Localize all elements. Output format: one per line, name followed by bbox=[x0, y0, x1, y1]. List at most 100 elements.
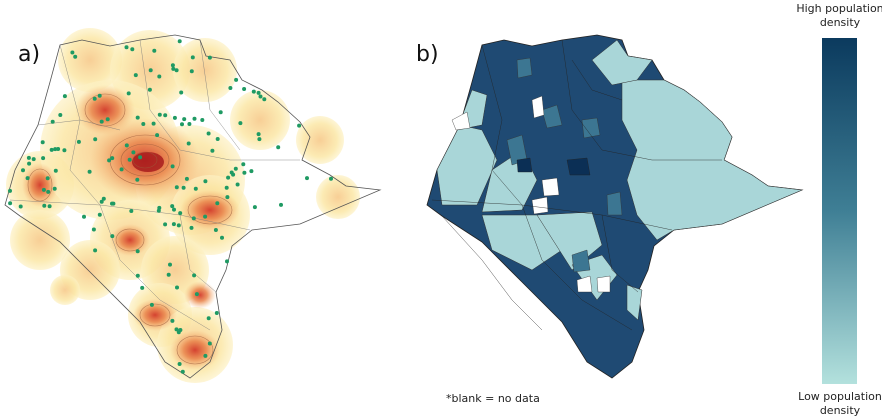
locality-point bbox=[124, 143, 129, 148]
panel-label: a) bbox=[18, 42, 41, 67]
locality-point bbox=[56, 147, 61, 151]
locality-point bbox=[18, 204, 23, 209]
locality-point bbox=[21, 168, 25, 173]
locality-point bbox=[163, 222, 168, 227]
locality-point bbox=[297, 123, 302, 128]
locality-point bbox=[170, 204, 175, 209]
locality-point bbox=[140, 285, 145, 290]
locality-point bbox=[87, 169, 92, 174]
locality-point bbox=[157, 205, 162, 210]
panel-label: b) bbox=[416, 42, 439, 67]
locality-point bbox=[27, 161, 32, 166]
locality-point bbox=[155, 133, 160, 138]
locality-point bbox=[91, 227, 96, 232]
locality-point bbox=[192, 116, 197, 121]
locality-point bbox=[256, 132, 261, 137]
locality-point bbox=[131, 150, 136, 155]
locality-point bbox=[207, 55, 212, 60]
locality-point bbox=[135, 115, 140, 120]
locality-point bbox=[41, 156, 46, 161]
locality-point bbox=[178, 211, 183, 216]
locality-point bbox=[149, 302, 154, 307]
locality-point bbox=[170, 63, 175, 68]
locality-point bbox=[193, 186, 198, 191]
locality-point bbox=[186, 141, 191, 146]
locality-point bbox=[242, 87, 247, 91]
no-data-area bbox=[451, 95, 611, 293]
locality-point bbox=[191, 216, 196, 221]
locality-point bbox=[99, 199, 104, 204]
locality-point bbox=[135, 273, 140, 278]
highest-density-area bbox=[516, 157, 591, 176]
locality-point bbox=[238, 121, 243, 126]
locality-point bbox=[31, 157, 36, 162]
locality-point bbox=[252, 205, 257, 210]
locality-point bbox=[58, 113, 63, 117]
locality-point bbox=[171, 66, 176, 71]
locality-point bbox=[224, 185, 229, 190]
locality-point bbox=[133, 73, 138, 78]
locality-point bbox=[257, 137, 262, 142]
locality-point bbox=[181, 185, 186, 190]
locality-point bbox=[225, 259, 229, 264]
locality-point bbox=[203, 214, 208, 219]
locality-point bbox=[215, 201, 220, 206]
locality-point bbox=[220, 235, 224, 240]
locality-point bbox=[190, 55, 195, 60]
locality-point bbox=[124, 45, 129, 50]
locality-point bbox=[329, 176, 333, 181]
locality-point bbox=[172, 115, 177, 120]
locality-point bbox=[42, 203, 47, 208]
locality-point bbox=[234, 77, 239, 82]
locality-point bbox=[105, 117, 110, 122]
locality-point bbox=[130, 47, 135, 52]
choropleth-map bbox=[426, 34, 803, 379]
locality-point bbox=[45, 176, 50, 181]
locality-point bbox=[41, 187, 46, 192]
locality-point bbox=[151, 121, 156, 126]
municipal-borders bbox=[431, 39, 722, 331]
locality-point bbox=[175, 285, 179, 290]
locality-point bbox=[182, 117, 187, 122]
mid-density-area bbox=[506, 57, 623, 273]
locality-point bbox=[126, 91, 131, 96]
locality-point bbox=[177, 362, 182, 366]
locality-point bbox=[258, 94, 263, 99]
locality-point bbox=[171, 222, 176, 227]
locality-point bbox=[73, 54, 78, 59]
locality-point bbox=[49, 147, 54, 152]
locality-point bbox=[26, 155, 31, 160]
locality-point bbox=[127, 157, 132, 162]
locality-point bbox=[97, 93, 102, 98]
locality-point bbox=[262, 97, 267, 102]
locality-point bbox=[189, 225, 194, 230]
locality-point bbox=[101, 196, 106, 201]
locality-point bbox=[203, 179, 208, 184]
locality-point bbox=[70, 50, 75, 55]
locality-point bbox=[203, 353, 208, 358]
locality-point bbox=[251, 89, 256, 94]
locality-point bbox=[207, 341, 212, 346]
locality-point bbox=[47, 204, 52, 209]
locality-point bbox=[166, 272, 171, 277]
locality-point bbox=[147, 87, 152, 92]
locality-point bbox=[170, 318, 175, 323]
municipal-borders bbox=[9, 39, 300, 331]
locality-point bbox=[233, 166, 238, 171]
locality-point bbox=[180, 369, 185, 374]
locality-point bbox=[180, 122, 184, 127]
locality-point bbox=[256, 90, 261, 95]
locality-point bbox=[174, 327, 179, 332]
locality-point bbox=[62, 148, 67, 153]
locality-point bbox=[157, 112, 162, 117]
locality-point bbox=[40, 140, 45, 145]
locality-point bbox=[176, 223, 181, 228]
locality-point bbox=[157, 74, 162, 79]
locality-point bbox=[206, 131, 211, 136]
locality-point bbox=[138, 155, 143, 160]
locality-point bbox=[187, 122, 192, 126]
heatmap-map bbox=[4, 28, 381, 383]
locality-point bbox=[174, 185, 179, 190]
locality-point bbox=[168, 262, 172, 267]
